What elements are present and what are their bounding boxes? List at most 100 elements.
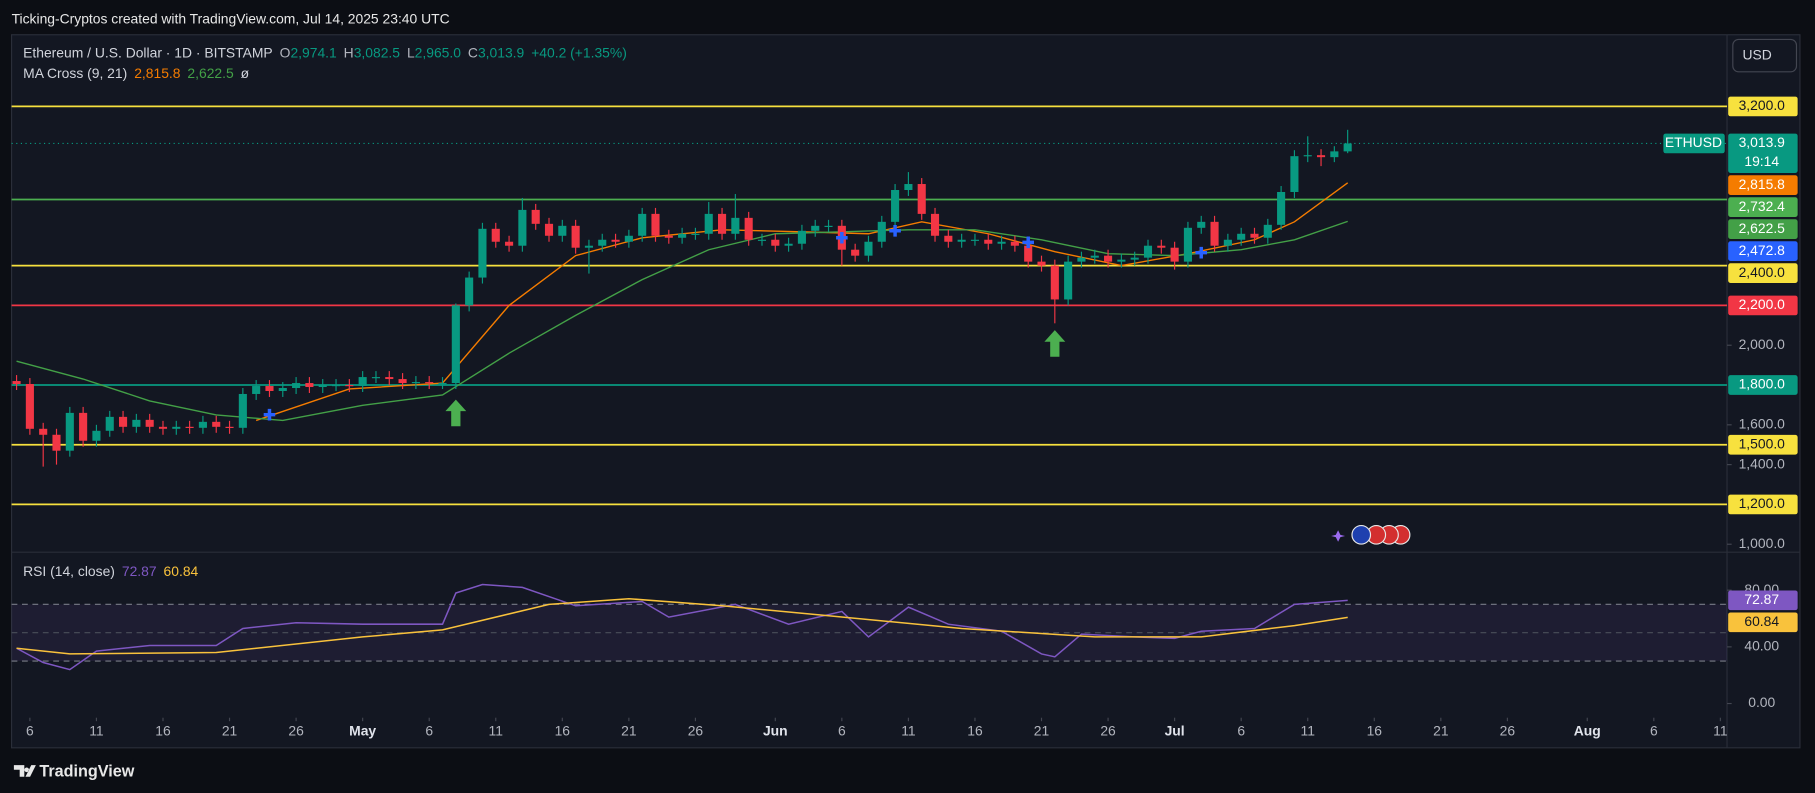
price-label-box [1728,263,1798,283]
candle-body [1210,221,1219,246]
candle-body [717,213,727,234]
x-tick-label: 26 [688,722,704,738]
x-tick-label: 26 [1500,722,1516,738]
candle-body [531,209,540,224]
ohlc-key: H [344,44,354,60]
x-tick-label: 6 [425,722,433,738]
ma-cross-marker [889,225,901,237]
ma-cross-marker [1022,236,1034,249]
candle-body [1330,151,1339,158]
candle-body [757,239,767,241]
symbol: Ethereum / U.S. Dollar · 1D · BITSTAMP [23,44,273,60]
price-label-box [1728,133,1798,173]
ohlc-key: O [280,44,291,60]
rsi-label: 60.84 [1744,613,1779,629]
y-tick-label: 40.00 [1744,638,1779,654]
indicator-symbol: ø [241,65,250,81]
price-label: 2,472.8 [1739,242,1786,258]
rsi-name: RSI (14, close) [23,563,115,579]
candle-body [318,385,327,388]
x-tick-label: 16 [555,722,571,738]
candle-body [771,239,780,246]
candle-body [930,213,940,236]
candle-body [425,382,434,384]
legend-line: Ethereum / U.S. Dollar · 1D · BITSTAMP O2… [23,44,627,60]
candle-body [851,249,860,256]
candle-body [944,235,953,242]
price-label-box [1728,295,1798,316]
candle-body [238,393,247,428]
currency[interactable]: USD [1742,46,1771,62]
candle-body [1277,191,1286,225]
ohlc-value: 3,082.5 [354,44,401,60]
candle-body [145,419,154,427]
candle-body [584,245,593,248]
y-tick-label: 1,400.0 [1739,455,1786,471]
x-tick-label: Aug [1574,722,1601,738]
x-tick-label: Jun [763,722,788,738]
price-label: 2,815.8 [1739,176,1786,192]
candle-body [345,385,354,387]
candle-body [558,225,567,236]
event-star [1331,530,1346,542]
candle-body [212,421,221,427]
ohlc-key: C [468,44,478,60]
countdown: 19:14 [1744,153,1779,169]
indicator-value: 2,815.8 [134,65,181,81]
candle-body [1197,221,1206,228]
x-tick-label: 11 [1713,722,1728,738]
ohlc-value: 3,013.9 [478,44,525,60]
legend: Ethereum / U.S. Dollar · 1D · BITSTAMP O 2… [23,44,627,579]
x-tick-label: 21 [1034,722,1050,738]
candle-body [172,426,181,429]
candle-body [904,184,913,190]
logo [13,765,36,777]
candle-body [1104,255,1113,262]
x-tick-label: 16 [967,722,983,738]
candle-body [598,239,607,246]
x-tick-label: 6 [838,722,846,738]
candle-body [158,426,168,429]
candle-body [1290,156,1299,192]
candle-body [1130,257,1139,260]
y-tick-label: 0.00 [1748,694,1775,710]
candle-body [744,217,753,240]
candle-body [478,228,487,278]
candle-body [544,223,554,236]
price-label-box [1728,375,1798,395]
x-tick-label: 11 [1301,722,1316,738]
candle-body [731,217,740,234]
ma-line [255,182,1349,422]
candle-body [411,382,420,384]
price-label: 2,400.0 [1739,264,1786,280]
ohlc-key: L [407,44,415,60]
x-tick-label: 6 [1237,722,1245,738]
candle-body [398,379,407,384]
candle-body [664,235,673,238]
candle-body [225,426,234,428]
candle-body [185,426,194,428]
candle-body [331,385,341,387]
candle-body [358,377,367,387]
price-label-box [1728,241,1798,261]
indicator-line: MA Cross (9, 21) 2,815.8 2,622.5 ø [23,65,250,81]
x-tick-label: 11 [489,722,504,738]
footer-logo [13,765,36,777]
plot: 6 11 16 21 26 May 6 11 16 21 26 Jun 6 11 16 21 26 Jul 6 11 1… [11,34,1800,748]
candle-body [198,421,207,428]
candle-body [518,209,527,246]
candle-body [984,239,993,244]
indicator-name: MA Cross (9, 21) [23,65,127,81]
currency-button[interactable] [1732,38,1798,73]
candle-body [1303,155,1312,157]
candle-body [385,377,394,380]
candle-body [624,235,633,242]
signal-arrow [445,399,467,427]
symbol-label: ETHUSD [1665,134,1722,150]
candle-body [1157,245,1166,248]
x-tick-label: Jul [1165,722,1185,738]
price-label-box [1728,494,1798,515]
candle-body [465,277,474,306]
candle-body [571,225,580,248]
price-label-box [1728,434,1798,455]
